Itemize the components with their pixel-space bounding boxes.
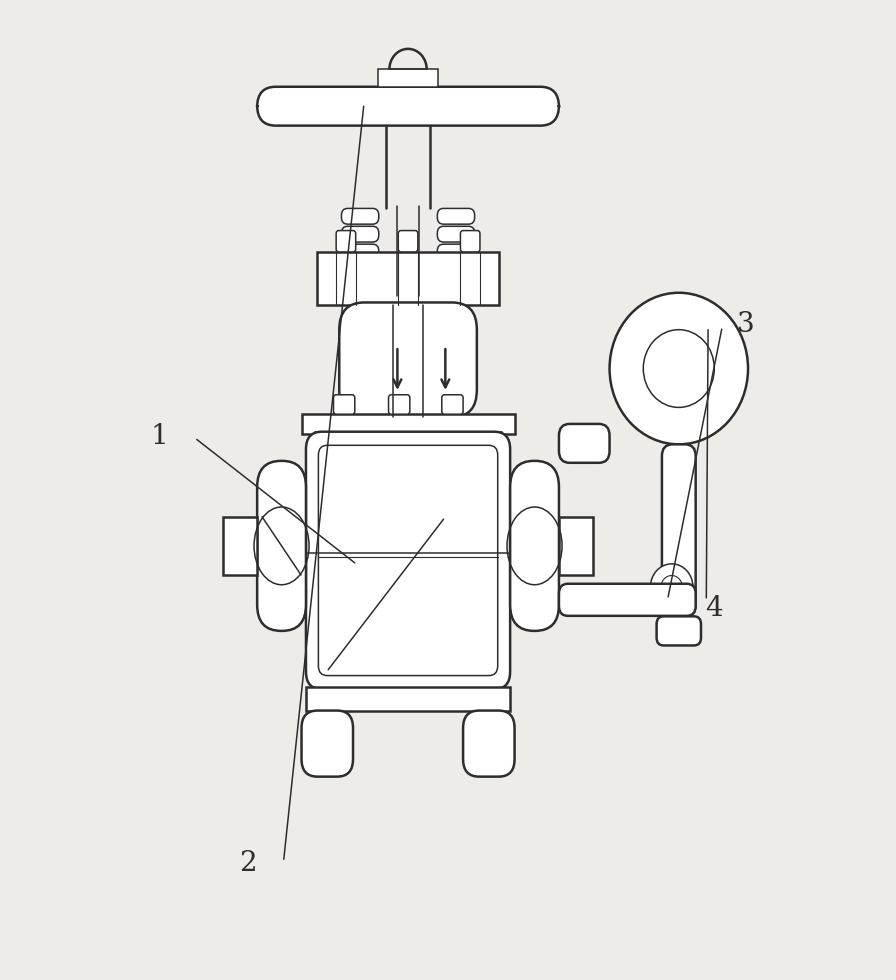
Bar xyxy=(302,415,514,433)
FancyBboxPatch shape xyxy=(657,616,701,646)
FancyBboxPatch shape xyxy=(442,395,463,415)
Text: 1: 1 xyxy=(151,423,168,450)
FancyBboxPatch shape xyxy=(389,395,409,415)
Bar xyxy=(306,687,510,710)
FancyBboxPatch shape xyxy=(340,303,477,417)
FancyBboxPatch shape xyxy=(341,244,379,260)
FancyBboxPatch shape xyxy=(510,461,559,631)
FancyBboxPatch shape xyxy=(437,244,475,260)
FancyBboxPatch shape xyxy=(437,209,475,224)
FancyBboxPatch shape xyxy=(437,280,475,296)
FancyBboxPatch shape xyxy=(257,461,306,631)
Bar xyxy=(378,70,438,87)
FancyBboxPatch shape xyxy=(333,395,355,415)
FancyBboxPatch shape xyxy=(461,230,480,252)
Circle shape xyxy=(609,293,748,444)
FancyBboxPatch shape xyxy=(336,230,356,252)
FancyBboxPatch shape xyxy=(341,226,379,242)
FancyBboxPatch shape xyxy=(306,432,510,689)
FancyBboxPatch shape xyxy=(341,262,379,277)
FancyBboxPatch shape xyxy=(437,226,475,242)
FancyBboxPatch shape xyxy=(302,710,353,776)
FancyBboxPatch shape xyxy=(437,262,475,277)
FancyBboxPatch shape xyxy=(662,444,695,616)
FancyBboxPatch shape xyxy=(559,584,695,615)
Circle shape xyxy=(650,564,693,611)
FancyBboxPatch shape xyxy=(399,230,418,252)
Text: 3: 3 xyxy=(737,312,754,338)
FancyBboxPatch shape xyxy=(341,280,379,296)
FancyBboxPatch shape xyxy=(463,710,514,776)
FancyBboxPatch shape xyxy=(559,424,609,463)
Bar xyxy=(223,516,257,575)
FancyBboxPatch shape xyxy=(341,209,379,224)
Text: 4: 4 xyxy=(705,595,723,622)
Bar xyxy=(317,252,499,306)
Text: 2: 2 xyxy=(239,850,257,877)
Bar xyxy=(314,432,501,449)
FancyBboxPatch shape xyxy=(257,87,559,125)
Bar xyxy=(559,516,592,575)
